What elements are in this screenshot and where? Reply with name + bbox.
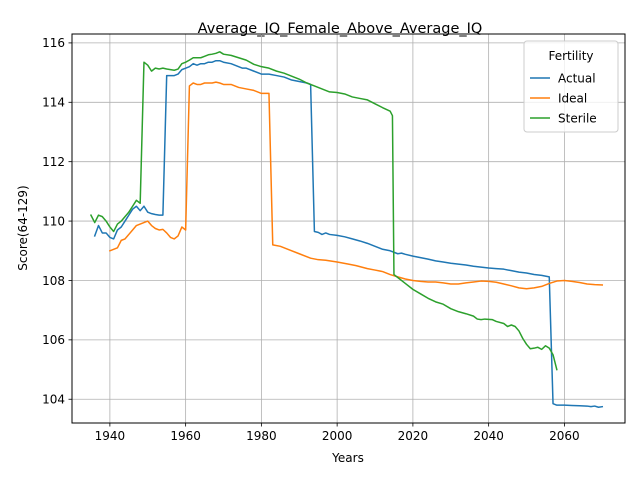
x-tick-label: 2000 (322, 429, 353, 443)
x-tick-label: 2040 (473, 429, 504, 443)
x-tick-label: 2060 (549, 429, 580, 443)
y-tick-label: 110 (42, 214, 65, 228)
y-axis-title: Score(64-129) (16, 185, 30, 270)
legend-label-sterile: Sterile (558, 111, 597, 125)
legend-label-ideal: Ideal (558, 91, 587, 105)
x-tick-label: 1940 (95, 429, 126, 443)
legend-entries: Actual Ideal Sterile (530, 71, 597, 125)
y-tick-label: 112 (42, 155, 65, 169)
x-tick-label: 1980 (246, 429, 277, 443)
x-tick-label: 2020 (398, 429, 429, 443)
plot-area-frame (71, 33, 626, 424)
y-axis-ticks: 104 106 108 110 112 114 116 (42, 36, 72, 407)
grid-lines (72, 34, 625, 423)
y-tick-label: 116 (42, 36, 65, 50)
legend-label-actual: Actual (558, 71, 596, 85)
y-tick-label: 108 (42, 274, 65, 288)
legend-box (523, 40, 619, 133)
x-axis-ticks: 1940 1960 1980 2000 2020 2040 2060 (95, 423, 580, 443)
series-lines (89, 51, 604, 409)
y-tick-label: 114 (42, 96, 65, 110)
chart-title: Average_IQ_Female_Above_Average_IQ (198, 21, 483, 37)
legend-title: Fertility (548, 49, 593, 63)
y-tick-label: 106 (42, 333, 65, 347)
series-line-ideal (108, 81, 604, 290)
series-line-sterile (89, 51, 558, 371)
y-tick-label: 104 (42, 393, 65, 407)
legend: Fertility Actual Ideal Sterile (523, 40, 619, 133)
x-axis-title: Years (331, 451, 364, 465)
x-tick-label: 1960 (170, 429, 201, 443)
